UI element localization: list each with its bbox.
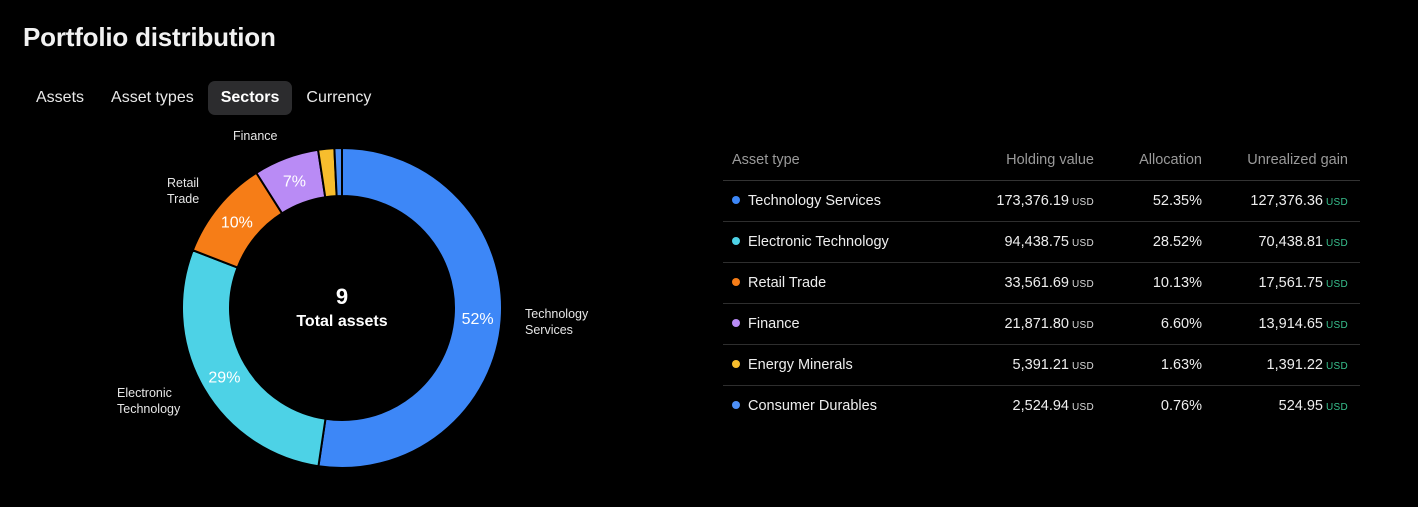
unrealized-gain-value: 70,438.81 [1258, 234, 1323, 250]
outer-label-technology-services: Technology Services [525, 307, 589, 337]
header-asset-type[interactable]: Asset type [723, 139, 952, 181]
holding-value-cell: 2,524.94 USD [952, 386, 1094, 427]
unrealized-gain-cell: 17,561.75 USD [1202, 262, 1360, 304]
table-row[interactable]: Consumer Durables 2,524.94 USD 0.76% 524.95 U… [723, 386, 1360, 427]
currency-label: USD [1071, 238, 1094, 249]
currency-label: USD [1071, 320, 1094, 331]
currency-label: USD [1071, 361, 1094, 372]
tab-sectors[interactable]: Sectors [207, 81, 293, 115]
holding-value: 94,438.75 [1004, 234, 1069, 250]
unrealized-gain-value: 127,376.36 [1250, 193, 1323, 209]
outer-label-retail-trade: Retail Trade [167, 176, 200, 206]
allocation-cell: 52.35% [1094, 180, 1202, 222]
allocation-cell: 28.52% [1094, 221, 1202, 263]
asset-type-name: Retail Trade [748, 275, 827, 291]
holding-value: 21,871.80 [1004, 316, 1069, 332]
asset-type-name: Electronic Technology [748, 234, 889, 250]
unrealized-gain-cell: 1,391.22 USD [1202, 344, 1360, 386]
donut-svg: 52% 29% 10% 7% [181, 146, 503, 469]
sector-color-dot [732, 319, 740, 327]
header-holding-value[interactable]: Holding value [952, 139, 1094, 181]
table-row[interactable]: Retail Trade 33,561.69 USD 10.13% 17,561.75 U… [723, 262, 1360, 304]
sector-allocation-table: Asset type Holding value Allocation Unre… [723, 139, 1360, 426]
currency-label: USD [1325, 361, 1348, 372]
holding-value: 173,376.19 [996, 193, 1069, 209]
table-header-row: Asset type Holding value Allocation Unre… [723, 139, 1360, 181]
donut-percent-label: 7% [283, 174, 306, 191]
donut-percent-label: 52% [462, 311, 494, 328]
allocation-cell: 10.13% [1094, 262, 1202, 304]
table-row[interactable]: Finance 21,871.80 USD 6.60% 13,914.65 USD [723, 303, 1360, 345]
holding-value: 5,391.21 [1012, 357, 1069, 373]
currency-label: USD [1325, 320, 1348, 331]
asset-type-cell: Technology Services [723, 180, 952, 222]
holding-value-cell: 94,438.75 USD [952, 221, 1094, 263]
sector-color-dot [732, 360, 740, 368]
unrealized-gain-value: 1,391.22 [1266, 357, 1323, 373]
total-assets-count: 9 [335, 284, 349, 309]
total-assets-label: Total assets [296, 313, 388, 330]
allocation-cell: 6.60% [1094, 303, 1202, 345]
asset-type-cell: Finance [723, 303, 952, 345]
asset-type-cell: Energy Minerals [723, 344, 952, 386]
sector-donut-chart: 52% 29% 10% 7% 9 Total assets Technology Se… [0, 120, 680, 507]
sector-color-dot [732, 237, 740, 245]
holding-value-cell: 21,871.80 USD [952, 303, 1094, 345]
currency-label: USD [1071, 279, 1094, 290]
holding-value-cell: 173,376.19 USD [952, 180, 1094, 222]
header-allocation[interactable]: Allocation [1094, 139, 1202, 181]
unrealized-gain-value: 17,561.75 [1258, 275, 1323, 291]
currency-label: USD [1071, 402, 1094, 413]
asset-type-name: Technology Services [748, 193, 881, 209]
holding-value-cell: 5,391.21 USD [952, 344, 1094, 386]
unrealized-gain-cell: 127,376.36 USD [1202, 180, 1360, 222]
currency-label: USD [1325, 279, 1348, 290]
asset-type-cell: Retail Trade [723, 262, 952, 304]
distribution-tabs: Assets Asset types Sectors Currency [23, 81, 385, 115]
holding-value: 2,524.94 [1012, 398, 1069, 414]
asset-type-name: Energy Minerals [748, 357, 853, 373]
asset-type-cell: Consumer Durables [723, 386, 952, 427]
unrealized-gain-value: 524.95 [1278, 398, 1323, 414]
donut-segment-technology-services[interactable] [317, 146, 503, 469]
donut-percent-label: 10% [221, 215, 253, 232]
asset-type-name: Finance [748, 316, 800, 332]
tab-assets[interactable]: Assets [36, 89, 85, 106]
currency-label: USD [1325, 238, 1348, 249]
currency-label: USD [1325, 197, 1348, 208]
asset-type-cell: Electronic Technology [723, 221, 952, 263]
allocation-cell: 0.76% [1160, 398, 1202, 414]
sector-color-dot [732, 401, 740, 409]
donut-segment-electronic-technology[interactable] [181, 248, 327, 468]
unrealized-gain-cell: 13,914.65 USD [1202, 303, 1360, 345]
holding-value: 33,561.69 [1004, 275, 1069, 291]
tab-asset-types[interactable]: Asset types [111, 89, 194, 106]
asset-type-name: Consumer Durables [748, 398, 877, 414]
table-row[interactable]: Energy Minerals 5,391.21 USD 1.63% 1,391.22 U… [723, 344, 1360, 386]
unrealized-gain-value: 13,914.65 [1258, 316, 1323, 332]
donut-percent-label: 29% [208, 369, 240, 386]
page-title: Portfolio distribution [23, 22, 276, 52]
header-unrealized-gain[interactable]: Unrealized gain [1202, 139, 1360, 181]
table-row[interactable]: Technology Services 173,376.19 USD 52.35% 12… [723, 180, 1360, 222]
tab-currency[interactable]: Currency [306, 89, 372, 106]
donut-segment-consumer-durables[interactable] [333, 146, 343, 198]
sector-color-dot [732, 196, 740, 204]
sector-color-dot [732, 278, 740, 286]
table-row[interactable]: Electronic Technology 94,438.75 USD 28.52% 7… [723, 221, 1360, 263]
allocation-cell: 1.63% [1094, 344, 1202, 386]
currency-label: USD [1071, 197, 1094, 208]
currency-label: USD [1325, 402, 1348, 413]
unrealized-gain-cell: 524.95 USD [1202, 386, 1360, 427]
outer-label-finance: Finance [233, 129, 278, 143]
unrealized-gain-cell: 70,438.81 USD [1202, 221, 1360, 263]
outer-label-electronic-technology: Electronic Technology [117, 386, 181, 416]
holding-value-cell: 33,561.69 USD [952, 262, 1094, 304]
